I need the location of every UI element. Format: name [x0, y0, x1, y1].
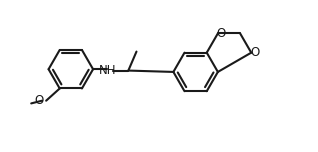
- Text: O: O: [250, 46, 259, 59]
- Text: O: O: [217, 27, 226, 40]
- Text: NH: NH: [99, 64, 117, 77]
- Text: O: O: [35, 94, 44, 107]
